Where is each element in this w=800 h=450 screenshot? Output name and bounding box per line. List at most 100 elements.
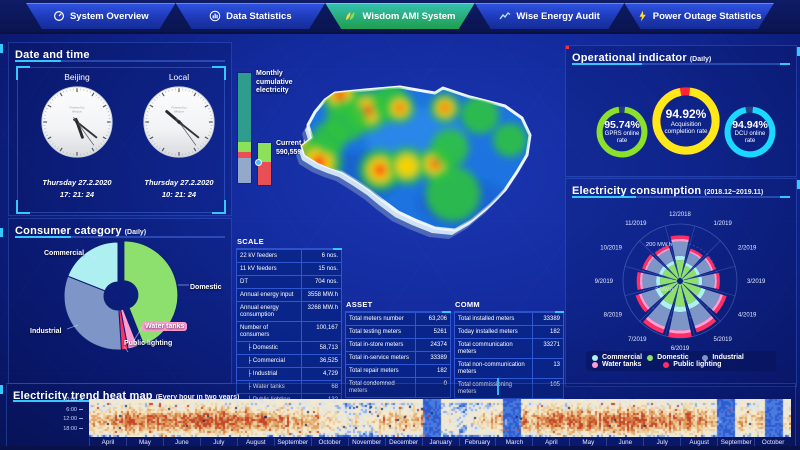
legend-dot-icon: [592, 354, 598, 361]
table-cell-label: Total testing meters: [349, 328, 402, 335]
corner-bracket-icon: [212, 66, 226, 80]
table-row: Total in-service meters 33389: [345, 352, 451, 365]
panel-title: Operational indicator: [572, 52, 687, 64]
hour-label: 6:00: [59, 407, 83, 413]
month-label: April: [532, 438, 569, 447]
svg-text:8/2019: 8/2019: [604, 313, 623, 319]
table-cell-label: Total installed meters: [458, 315, 515, 322]
clock-city-label: Local: [168, 72, 190, 82]
tab-label: Data Statistics: [226, 10, 292, 22]
tab-wisdom-ami-system[interactable]: Wisdom AMI System: [325, 3, 475, 29]
table-cell-label: Total condemned meters: [349, 380, 395, 394]
legend-item-industrial[interactable]: Industrial: [702, 354, 757, 361]
current-load-label: Current load 590,559 kW: [276, 140, 336, 157]
month-label: August: [680, 438, 717, 447]
legend-dot-icon: [702, 354, 709, 361]
panel-electricity-trend: Electricity trend heat map (Every hour in…: [6, 383, 796, 449]
bar-segment: [258, 162, 271, 185]
gauge-label: GPRS online rate: [604, 131, 640, 144]
table-cell-label: 22 kV feeders: [240, 252, 278, 259]
legend-label: Water tanks: [602, 361, 642, 368]
table-cell-value: 704 nos.: [300, 276, 341, 288]
data-statistics-icon: [209, 10, 221, 22]
month-label: April: [89, 438, 126, 447]
legend-item-domestic[interactable]: Domestic: [647, 354, 702, 361]
svg-text:Powered by: Powered by: [69, 106, 85, 110]
table-row: Total condemned meters 0: [345, 378, 451, 398]
bar-segment: [258, 143, 271, 162]
tab-label: Power Outage Statistics: [652, 10, 762, 22]
clock-date: Thursday 27.2.2020: [144, 178, 214, 187]
heatmap-month-axis: April May June July August September October No…: [89, 438, 791, 447]
pie-label-domestic: Domestic: [190, 284, 222, 291]
panel-subtitle: (Daily): [124, 229, 147, 236]
hour-label: 12:00: [59, 416, 83, 422]
clock-local: Local Powered by Wisdom Thursday 27.2.202…: [136, 68, 222, 212]
table-cell-label: Total communication meters: [458, 341, 513, 355]
legend-label: Commercial: [602, 354, 643, 361]
legend-dot-icon: [647, 354, 654, 361]
table-row: ├ Commercial 36,525: [236, 355, 342, 368]
legend-item-public-lighting[interactable]: Public lighting: [663, 361, 734, 368]
table-cell-label: 11 kV feeders: [240, 265, 277, 272]
clock-time: 10: 21: 24: [161, 190, 197, 199]
clock-city-label: Beijing: [64, 72, 90, 82]
table-row: Total in-store meters 24374: [345, 339, 451, 352]
current-load-value: 590,559 kW: [276, 148, 314, 156]
svg-text:Wisdom: Wisdom: [72, 110, 83, 114]
monthly-bar-label: Monthly cumulative electricity: [256, 70, 293, 94]
table-row: 11 kV feeders 15 nos.: [236, 263, 342, 276]
edge-accent: [497, 378, 499, 395]
table-cell-label: Total repair meters: [349, 367, 399, 374]
table-row: Today installed meters 182: [454, 326, 564, 339]
legend-item-commercial[interactable]: Commercial: [592, 354, 647, 361]
panel-date-time: Date and time Beijing Powered by Wisdom T…: [8, 42, 232, 216]
comm-table: COMM Total installed meters 33389 Today ins…: [454, 300, 564, 399]
edge-accent: [0, 228, 3, 237]
bar-segment: [238, 73, 251, 142]
month-label: March: [495, 438, 532, 447]
panel-corner-dot: [566, 46, 569, 49]
wise-energy-audit-icon: [499, 10, 511, 22]
panel-electricity-consumption: Electricity consumption (2018.12~2019.11)…: [565, 178, 797, 387]
month-label: May: [125, 438, 163, 447]
svg-text:Wisdom: Wisdom: [174, 110, 185, 114]
month-label: October: [754, 438, 791, 447]
table-title: ASSET: [345, 300, 451, 313]
scale-table: SCALE 22 kV feeders 6 nos. 11 kV feeders 15 …: [236, 237, 342, 407]
current-load-marker-icon: [255, 159, 262, 166]
month-label: September: [717, 438, 754, 447]
clock-frame: Beijing Powered by Wisdom Thursday 27.2.2…: [16, 66, 226, 214]
month-label: July: [199, 438, 237, 447]
bar-segment: [238, 152, 251, 158]
svg-text:7/2019: 7/2019: [628, 337, 647, 343]
gauge-value: 94.94%: [732, 119, 768, 131]
table-row: Number of consumers 100,167: [236, 322, 342, 342]
bottom-strip: [0, 446, 800, 450]
legend-item-water-tanks[interactable]: Water tanks: [592, 361, 663, 368]
tab-power-outage-statistics[interactable]: Power Outage Statistics: [624, 3, 774, 29]
table-title: SCALE: [236, 237, 342, 250]
tab-system-overview[interactable]: System Overview: [26, 3, 176, 29]
clock-beijing: Beijing Powered by Wisdom Thursday 27.2.2…: [34, 68, 120, 212]
panel-consumer-category: Consumer category (Daily): [8, 218, 232, 384]
panel-subtitle: (2018.12~2019.11): [704, 189, 764, 196]
top-navbar: System Overview Data Statistics Wisdom AMI…: [0, 0, 800, 34]
table-cell-label: Today installed meters: [458, 328, 518, 335]
tab-data-statistics[interactable]: Data Statistics: [176, 3, 326, 29]
current-load-bar: [258, 143, 271, 185]
svg-text:2/2019: 2/2019: [738, 246, 757, 252]
svg-text:1/2019: 1/2019: [714, 221, 733, 227]
svg-text:0 MW.h: 0 MW.h: [655, 287, 673, 293]
table-row: Total repair meters 182: [345, 365, 451, 378]
tab-wise-energy-audit[interactable]: Wise Energy Audit: [475, 3, 625, 29]
table-title: COMM: [454, 300, 564, 313]
gauge-ring-icon: [724, 106, 776, 158]
panel-title: Electricity consumption: [572, 185, 702, 197]
month-label: August: [236, 438, 274, 447]
table-cell-value: 58,713: [300, 342, 341, 354]
table-cell-value: 182: [532, 326, 563, 338]
svg-text:6/2019: 6/2019: [671, 346, 690, 351]
